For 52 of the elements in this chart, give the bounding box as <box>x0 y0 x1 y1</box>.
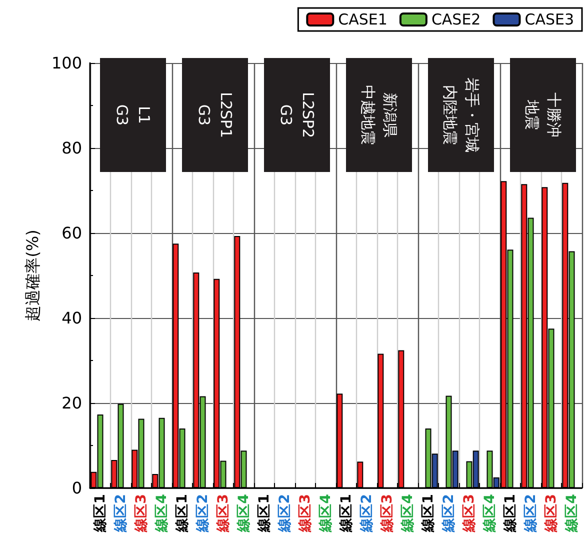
x-tick-label: 線区1 <box>338 494 354 533</box>
label-box: L2SP1 G3 <box>182 58 248 172</box>
label-box: 十勝沖 地震 <box>510 58 576 172</box>
x-tick-label: 線区2 <box>522 494 539 533</box>
annotation: 新潟県 <box>380 92 400 140</box>
annotation: 地震 <box>522 99 542 132</box>
x-tick-label: 線区4 <box>154 494 170 533</box>
label-box: 新潟県 中越地震 <box>346 58 412 172</box>
x-tick-label: 線区2 <box>194 494 211 533</box>
y-tick-label: 80 <box>62 138 82 158</box>
x-tick-label: 線区2 <box>112 494 129 533</box>
x-tick-label: 線区1 <box>502 494 518 533</box>
label-box: L1 G3 <box>100 58 166 172</box>
x-tick-label: 線区4 <box>318 494 334 533</box>
x-tick-label: 線区2 <box>358 494 375 533</box>
legend-label: CASE2 <box>431 10 481 28</box>
x-tick-label: 線区3 <box>379 494 396 533</box>
x-tick-label: 線区1 <box>256 494 272 533</box>
label-box: 岩手・宮城 内陸地震 <box>428 58 494 172</box>
annotation: L2SP1 <box>216 90 236 140</box>
x-tick-label: 線区2 <box>440 494 457 533</box>
y-tick-label: 40 <box>62 308 82 328</box>
x-tick-label: 線区4 <box>564 494 580 533</box>
y-tick-label: 60 <box>62 224 82 242</box>
x-tick-label: 線区1 <box>174 494 190 533</box>
x-tick-label: 線区4 <box>482 494 498 533</box>
x-tick-label: 線区3 <box>461 494 478 533</box>
x-tick-label: 線区3 <box>297 494 314 533</box>
y-tick-label: 0 <box>72 478 82 498</box>
legend-label: CASE3 <box>524 10 574 28</box>
y-axis-title: 超過確率(%) <box>23 230 42 322</box>
annotation: 岩手・宮城 <box>462 76 482 154</box>
x-tick-label: 線区1 <box>420 494 436 533</box>
label-box: L2SP2 G3 <box>264 58 330 172</box>
annotation: 中越地震 <box>358 84 378 147</box>
legend-label: CASE1 <box>338 10 388 28</box>
annotation: G3 <box>276 103 296 128</box>
annotation: L1 <box>134 105 154 126</box>
annotation: G3 <box>112 103 132 128</box>
annotation: 内陸地震 <box>440 84 460 147</box>
annotation: G3 <box>194 103 214 128</box>
y-tick-label: 20 <box>62 394 82 412</box>
annotation: L2SP2 <box>298 90 318 140</box>
x-tick-label: 線区4 <box>236 494 252 533</box>
annotation: 十勝沖 <box>544 92 564 140</box>
x-tick-label: 線区2 <box>276 494 293 533</box>
x-tick-label: 線区3 <box>215 494 232 533</box>
x-tick-label: 線区1 <box>92 494 108 533</box>
x-tick-label: 線区4 <box>400 494 416 533</box>
x-tick-label: 線区3 <box>543 494 560 533</box>
x-tick-label: 線区3 <box>133 494 150 533</box>
y-tick-label: 100 <box>51 54 82 72</box>
